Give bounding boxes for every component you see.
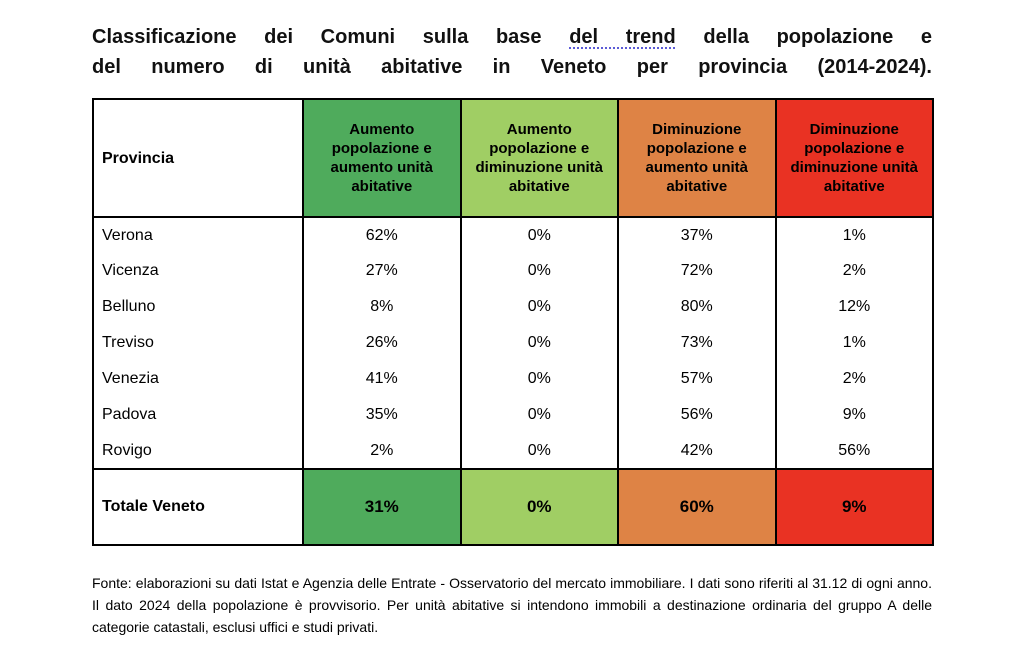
- cell-value: 0%: [459, 217, 618, 253]
- total-value: 9%: [774, 468, 933, 545]
- total-label: Totale Veneto: [93, 468, 303, 545]
- province-name: Vicenza: [93, 253, 303, 289]
- province-name: Belluno: [93, 289, 303, 325]
- table-header: Provincia Aumento popolazione e aumento …: [93, 99, 933, 218]
- total-value: 60%: [617, 468, 776, 545]
- province-name: Treviso: [93, 325, 303, 361]
- cell-value: 2%: [774, 253, 933, 289]
- table-row-venezia: Venezia 41% 0% 57% 2%: [93, 361, 933, 397]
- table-row-rovigo: Rovigo 2% 0% 42% 56%: [93, 433, 933, 469]
- table-row-vicenza: Vicenza 27% 0% 72% 2%: [93, 253, 933, 289]
- cell-value: 9%: [774, 397, 933, 433]
- cell-value: 35%: [302, 397, 461, 433]
- header-diminuzione-diminuzione: Diminuzione popolazione e diminuzione un…: [774, 99, 933, 218]
- header-provincia: Provincia: [93, 99, 303, 218]
- cell-value: 72%: [617, 253, 776, 289]
- cell-value: 27%: [302, 253, 461, 289]
- cell-value: 80%: [617, 289, 776, 325]
- title-line-1: Classificazione dei Comuni sulla base de…: [92, 22, 932, 52]
- total-value: 0%: [459, 468, 618, 545]
- title-trend-underlined: del trend: [569, 26, 676, 48]
- province-name: Padova: [93, 397, 303, 433]
- figure-title: Classificazione dei Comuni sulla base de…: [92, 22, 932, 82]
- cell-value: 37%: [617, 217, 776, 253]
- table-row-treviso: Treviso 26% 0% 73% 1%: [93, 325, 933, 361]
- cell-value: 73%: [617, 325, 776, 361]
- classification-table: Provincia Aumento popolazione e aumento …: [92, 98, 934, 546]
- cell-value: 62%: [302, 217, 461, 253]
- table-row-padova: Padova 35% 0% 56% 9%: [93, 397, 933, 433]
- cell-value: 0%: [459, 397, 618, 433]
- header-row: Provincia Aumento popolazione e aumento …: [93, 99, 933, 218]
- cell-value: 0%: [459, 433, 618, 469]
- cell-value: 1%: [774, 325, 933, 361]
- province-name: Verona: [93, 217, 303, 253]
- cell-value: 56%: [774, 433, 933, 469]
- cell-value: 0%: [459, 289, 618, 325]
- cell-value: 2%: [774, 361, 933, 397]
- cell-value: 42%: [617, 433, 776, 469]
- total-value: 31%: [302, 468, 461, 545]
- title-line-2: del numero di unità abitative in Veneto …: [92, 56, 932, 78]
- cell-value: 12%: [774, 289, 933, 325]
- cell-value: 0%: [459, 361, 618, 397]
- title-line1-post: della popolazione e: [675, 26, 933, 48]
- header-diminuzione-aumento: Diminuzione popolazione e aumento unità …: [617, 99, 776, 218]
- header-aumento-diminuzione: Aumento popolazione e diminuzione unità …: [459, 99, 618, 218]
- title-line1-pre: Classificazione dei Comuni sulla base: [92, 26, 570, 48]
- cell-value: 2%: [302, 433, 461, 469]
- cell-value: 41%: [302, 361, 461, 397]
- cell-value: 8%: [302, 289, 461, 325]
- cell-value: 0%: [459, 253, 618, 289]
- cell-value: 56%: [617, 397, 776, 433]
- cell-value: 0%: [459, 325, 618, 361]
- table-row-belluno: Belluno 8% 0% 80% 12%: [93, 289, 933, 325]
- province-name: Rovigo: [93, 433, 303, 469]
- source-note: Fonte: elaborazioni su dati Istat e Agen…: [92, 575, 932, 635]
- province-name: Venezia: [93, 361, 303, 397]
- table-row-verona: Verona 62% 0% 37% 1%: [93, 217, 933, 253]
- cell-value: 1%: [774, 217, 933, 253]
- table-body: Verona 62% 0% 37% 1% Vicenza 27% 0% 72% …: [93, 217, 933, 545]
- cell-value: 26%: [302, 325, 461, 361]
- table-row-totale-veneto: Totale Veneto 31% 0% 60% 9%: [93, 468, 933, 545]
- cell-value: 57%: [617, 361, 776, 397]
- header-aumento-aumento: Aumento popolazione e aumento unità abit…: [302, 99, 461, 218]
